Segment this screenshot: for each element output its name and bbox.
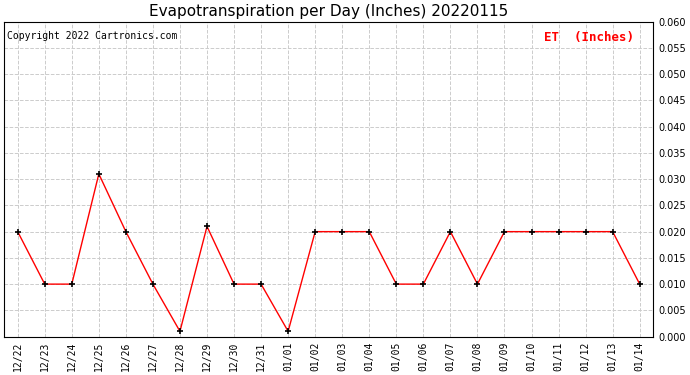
Title: Evapotranspiration per Day (Inches) 20220115: Evapotranspiration per Day (Inches) 2022… (149, 4, 509, 19)
Text: ET  (Inches): ET (Inches) (544, 31, 633, 44)
Text: Copyright 2022 Cartronics.com: Copyright 2022 Cartronics.com (8, 31, 178, 41)
